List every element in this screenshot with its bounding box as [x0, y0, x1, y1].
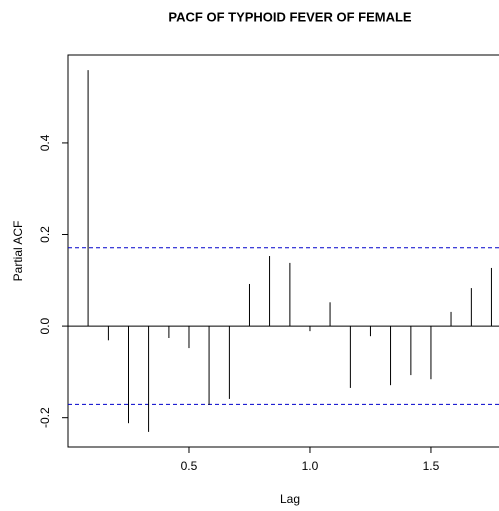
y-tick-label: 0.2 [38, 226, 52, 243]
x-tick-label: 1.0 [302, 459, 319, 473]
y-tick-label: 0.4 [38, 134, 52, 151]
x-tick-label: 0.5 [181, 459, 198, 473]
y-tick-label: -0.2 [38, 407, 52, 428]
y-axis-label: Partial ACF [11, 221, 25, 282]
y-tick-label: 0.0 [38, 317, 52, 334]
x-tick-label: 1.5 [423, 459, 440, 473]
chart-title: PACF OF TYPHOID FEVER OF FEMALE [168, 9, 411, 24]
x-axis-label: Lag [280, 492, 300, 506]
plot-frame [67, 54, 499, 448]
